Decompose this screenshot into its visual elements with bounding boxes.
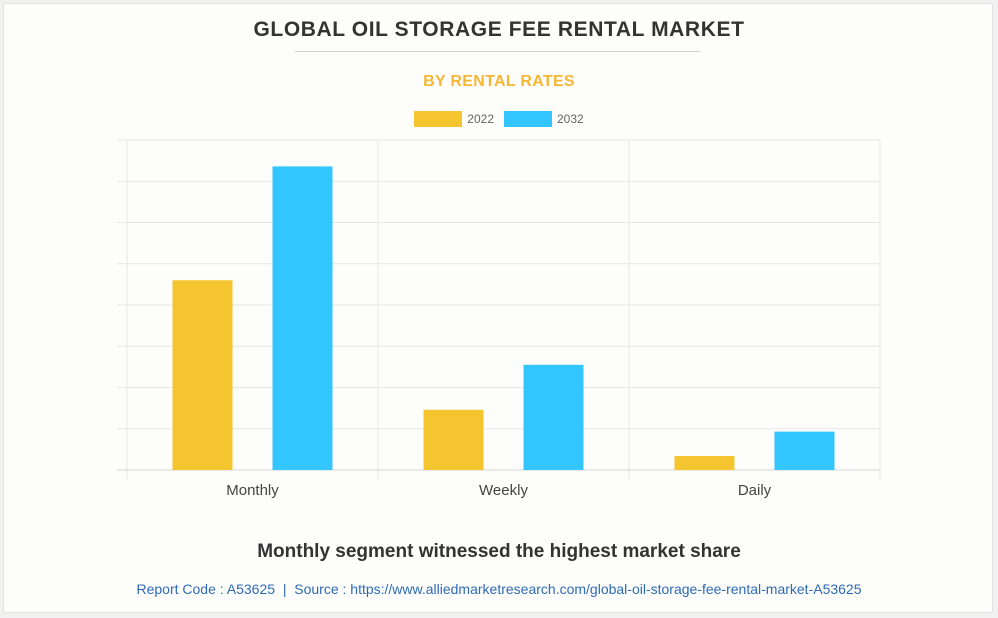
chart-title: GLOBAL OIL STORAGE FEE RENTAL MARKET xyxy=(253,18,745,41)
source-line: Report Code : A53625 | Source : https://… xyxy=(0,581,998,597)
legend-label-2032: 2032 xyxy=(557,112,584,126)
legend-label-2022: 2022 xyxy=(467,112,494,126)
legend-swatch-2022 xyxy=(414,111,463,127)
chart-headline: Monthly segment witnessed the highest ma… xyxy=(257,541,741,562)
report-code: Report Code : A53625 xyxy=(136,581,276,597)
bar-weekly-2022 xyxy=(423,409,484,470)
x-tick-label-weekly: Weekly xyxy=(479,482,528,499)
title-divider xyxy=(295,51,700,52)
chart-card xyxy=(3,3,993,613)
x-tick-label-monthly: Monthly xyxy=(226,482,279,499)
bar-monthly-2022 xyxy=(172,280,233,470)
source-separator: | xyxy=(282,581,287,597)
chart-subtitle: BY RENTAL RATES xyxy=(423,73,575,90)
bar-weekly-2032 xyxy=(523,364,584,470)
legend-item-2022[interactable]: 2022 xyxy=(414,111,494,127)
chart-legend: 2022 2032 xyxy=(0,111,998,127)
legend-item-2032[interactable]: 2032 xyxy=(504,111,584,127)
legend-swatch-2032 xyxy=(504,111,552,127)
x-tick-label-daily: Daily xyxy=(738,482,772,499)
source-link[interactable]: Source : https://www.alliedmarketresearc… xyxy=(294,581,862,597)
bar-daily-2032 xyxy=(774,431,835,470)
bar-daily-2022 xyxy=(674,455,735,470)
bar-monthly-2032 xyxy=(272,166,333,470)
